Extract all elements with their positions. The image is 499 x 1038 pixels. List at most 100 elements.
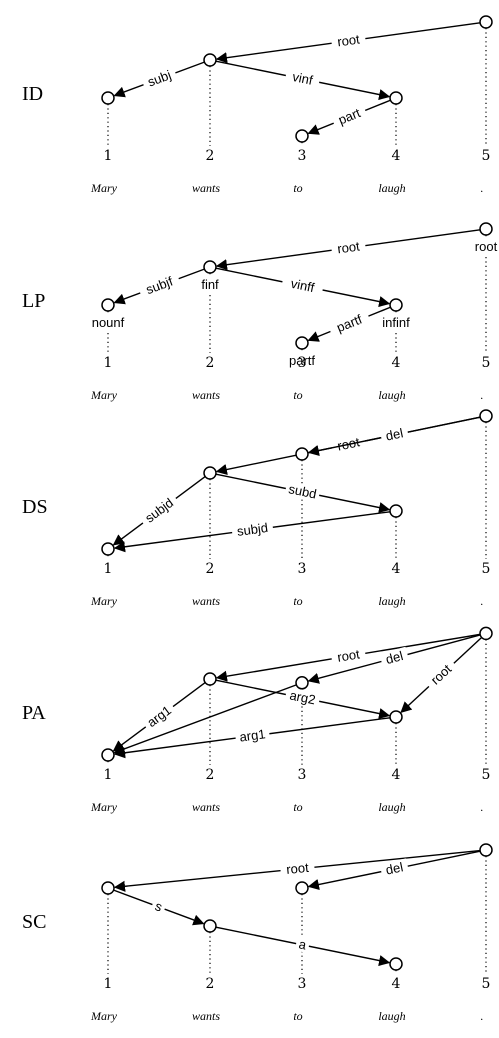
node-field-label: nounf xyxy=(92,315,125,330)
token-node xyxy=(203,53,217,67)
token-node xyxy=(295,881,309,895)
token-index: 3 xyxy=(298,561,307,577)
panel-label: SC xyxy=(22,911,46,933)
edge-label: del xyxy=(384,425,404,443)
token-node xyxy=(389,504,403,518)
token-node xyxy=(479,843,493,857)
edge-label: s xyxy=(153,898,165,915)
token-word: . xyxy=(481,594,484,608)
node-field-label: finf xyxy=(201,277,219,292)
token-index: 4 xyxy=(392,976,401,992)
token-node xyxy=(101,881,115,895)
node-field-label: infinf xyxy=(382,315,410,330)
edge-label: vinf xyxy=(291,69,314,88)
edge-label: root xyxy=(336,646,361,665)
edge-label: root xyxy=(336,238,361,256)
panel-label: LP xyxy=(22,290,45,312)
node-field-label: partf xyxy=(289,353,315,368)
token-node xyxy=(479,409,493,423)
token-index: 2 xyxy=(206,355,215,371)
token-word: laugh xyxy=(378,1009,405,1023)
token-word: . xyxy=(481,388,484,402)
token-node xyxy=(479,15,493,29)
token-index: 5 xyxy=(482,355,491,371)
edge-label: subjd xyxy=(236,520,269,539)
token-node xyxy=(479,222,493,236)
token-node xyxy=(389,710,403,724)
token-word: . xyxy=(481,1009,484,1023)
edge-label: a xyxy=(298,936,309,952)
token-node xyxy=(101,542,115,556)
token-index: 1 xyxy=(104,767,113,783)
token-index: 3 xyxy=(298,355,307,371)
token-word: to xyxy=(293,594,302,608)
token-index: 2 xyxy=(206,148,215,164)
token-word: laugh xyxy=(378,181,405,195)
edge-label: vinff xyxy=(290,276,317,295)
token-index: 1 xyxy=(104,355,113,371)
node-field-label: root xyxy=(475,239,498,254)
token-node xyxy=(203,466,217,480)
panel-label: ID xyxy=(22,83,43,105)
token-word: wants xyxy=(192,1009,220,1023)
token-index: 2 xyxy=(206,767,215,783)
token-node xyxy=(101,298,115,312)
token-index: 4 xyxy=(392,355,401,371)
token-node xyxy=(101,748,115,762)
token-index: 3 xyxy=(298,767,307,783)
token-word: . xyxy=(481,800,484,814)
token-word: wants xyxy=(192,800,220,814)
edge-label: del xyxy=(384,648,405,667)
token-node xyxy=(295,447,309,461)
edge-label: root xyxy=(336,31,361,49)
token-word: Mary xyxy=(90,800,118,814)
token-node xyxy=(389,298,403,312)
token-index: 4 xyxy=(392,148,401,164)
token-word: Mary xyxy=(90,181,118,195)
token-word: wants xyxy=(192,594,220,608)
token-word: to xyxy=(293,1009,302,1023)
token-node xyxy=(295,129,309,143)
token-index: 5 xyxy=(482,976,491,992)
token-index: 1 xyxy=(104,148,113,164)
token-word: wants xyxy=(192,388,220,402)
dependency-edge xyxy=(113,684,297,755)
token-index: 5 xyxy=(482,767,491,783)
token-index: 2 xyxy=(206,561,215,577)
token-word: . xyxy=(481,181,484,195)
token-word: Mary xyxy=(90,388,118,402)
token-node xyxy=(203,919,217,933)
panel-label: DS xyxy=(22,496,48,518)
token-word: to xyxy=(293,800,302,814)
token-index: 4 xyxy=(392,561,401,577)
token-word: to xyxy=(293,181,302,195)
edge-label: del xyxy=(384,859,404,877)
token-word: laugh xyxy=(378,800,405,814)
edge-label: arg1 xyxy=(239,726,267,744)
token-index: 4 xyxy=(392,767,401,783)
token-node xyxy=(389,957,403,971)
panel-label: PA xyxy=(22,702,46,724)
token-node xyxy=(101,91,115,105)
edge-label: arg2 xyxy=(288,687,317,707)
token-index: 3 xyxy=(298,976,307,992)
token-word: Mary xyxy=(90,594,118,608)
token-word: laugh xyxy=(378,594,405,608)
token-node xyxy=(295,676,309,690)
token-node xyxy=(479,626,493,641)
token-node xyxy=(203,260,217,274)
token-index: 5 xyxy=(482,148,491,164)
token-index: 3 xyxy=(298,148,307,164)
token-word: Mary xyxy=(90,1009,118,1023)
edge-label: subj xyxy=(145,67,173,89)
token-word: to xyxy=(293,388,302,402)
token-index: 2 xyxy=(206,976,215,992)
token-word: wants xyxy=(192,181,220,195)
edge-label: subd xyxy=(287,481,318,501)
token-index: 1 xyxy=(104,561,113,577)
